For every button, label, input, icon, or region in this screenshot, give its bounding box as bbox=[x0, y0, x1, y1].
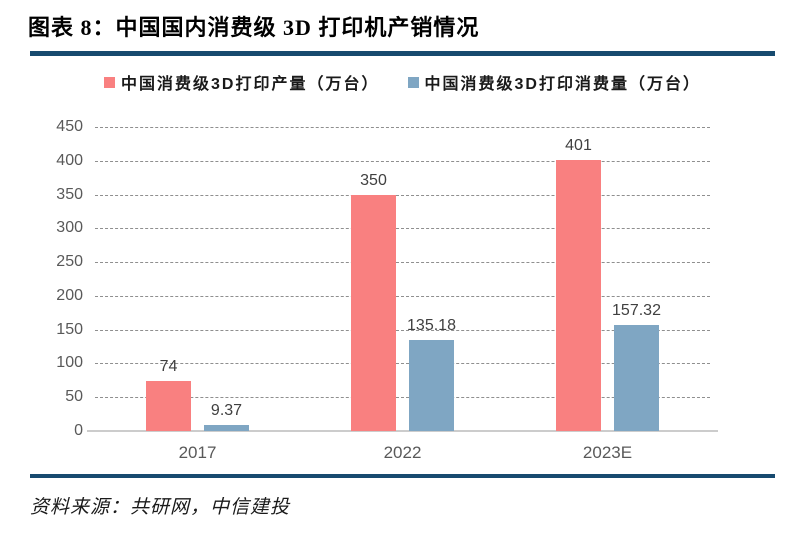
x-axis-tick-label: 2017 bbox=[178, 443, 217, 462]
gridline-300 bbox=[95, 228, 710, 230]
x-axis-tick-label: 2022 bbox=[383, 443, 422, 462]
bar-value-label-consumption-2017: 9.37 bbox=[210, 401, 243, 419]
bar-value-label-consumption-2023E: 157.32 bbox=[612, 301, 661, 319]
legend-item-consumption: 中国消费级3D打印消费量（万台） bbox=[407, 70, 701, 94]
bar-consumption-2023E bbox=[614, 324, 659, 431]
gridline-250 bbox=[95, 262, 710, 264]
gridline-200 bbox=[95, 295, 710, 297]
bar-consumption-2022 bbox=[409, 339, 454, 431]
bar-value-label-consumption-2022: 135.18 bbox=[407, 316, 456, 334]
bar-value-label-production-2023E: 401 bbox=[565, 137, 592, 155]
gridline-400 bbox=[95, 160, 710, 162]
y-axis-tick-label: 150 bbox=[56, 320, 83, 338]
y-axis-tick-label: 350 bbox=[56, 185, 83, 203]
legend-swatch-consumption bbox=[407, 76, 419, 88]
bar-production-2022 bbox=[351, 194, 396, 431]
gridline-150 bbox=[95, 329, 710, 331]
y-axis-tick-label: 0 bbox=[74, 422, 83, 439]
bottom-rule bbox=[30, 474, 775, 478]
y-axis-tick-label: 50 bbox=[65, 388, 83, 406]
legend-label-consumption: 中国消费级3D打印消费量（万台） bbox=[424, 76, 701, 93]
chart-legend: 中国消费级3D打印产量（万台） 中国消费级3D打印消费量（万台） bbox=[95, 70, 710, 94]
legend-swatch-production bbox=[104, 76, 116, 88]
y-axis-tick-label: 400 bbox=[56, 151, 83, 169]
gridline-450 bbox=[95, 127, 710, 128]
bar-value-label-production-2022: 350 bbox=[360, 171, 387, 189]
bar-production-2017 bbox=[146, 381, 191, 431]
figure-title: 图表 8：中国国内消费级 3D 打印机产销情况 bbox=[28, 15, 480, 40]
gridline-100 bbox=[95, 363, 710, 365]
x-axis-line bbox=[87, 430, 718, 432]
legend-label-production: 中国消费级3D打印产量（万台） bbox=[121, 76, 380, 93]
y-axis-tick-label: 300 bbox=[56, 219, 83, 237]
source-note: 资料来源：共研网，中信建投 bbox=[30, 497, 291, 518]
bar-consumption-2017 bbox=[204, 424, 249, 431]
plot-area: 0 50 100 150 200 250 300 350 400 450 2017 74 9.37 202… bbox=[56, 118, 718, 462]
x-axis-tick-label: 2023E bbox=[582, 443, 633, 462]
y-axis-tick-label: 100 bbox=[56, 354, 83, 372]
y-axis-tick-label: 250 bbox=[56, 253, 83, 271]
y-axis-tick-label: 200 bbox=[56, 286, 83, 304]
legend-item-production: 中国消费级3D打印产量（万台） bbox=[104, 70, 379, 94]
bar-production-2023E bbox=[556, 160, 601, 431]
y-axis-tick-label: 450 bbox=[56, 118, 83, 135]
gridline-50 bbox=[95, 397, 710, 399]
title-rule bbox=[30, 51, 775, 56]
bar-value-label-production-2017: 74 bbox=[159, 358, 178, 376]
gridline-350 bbox=[95, 194, 710, 196]
